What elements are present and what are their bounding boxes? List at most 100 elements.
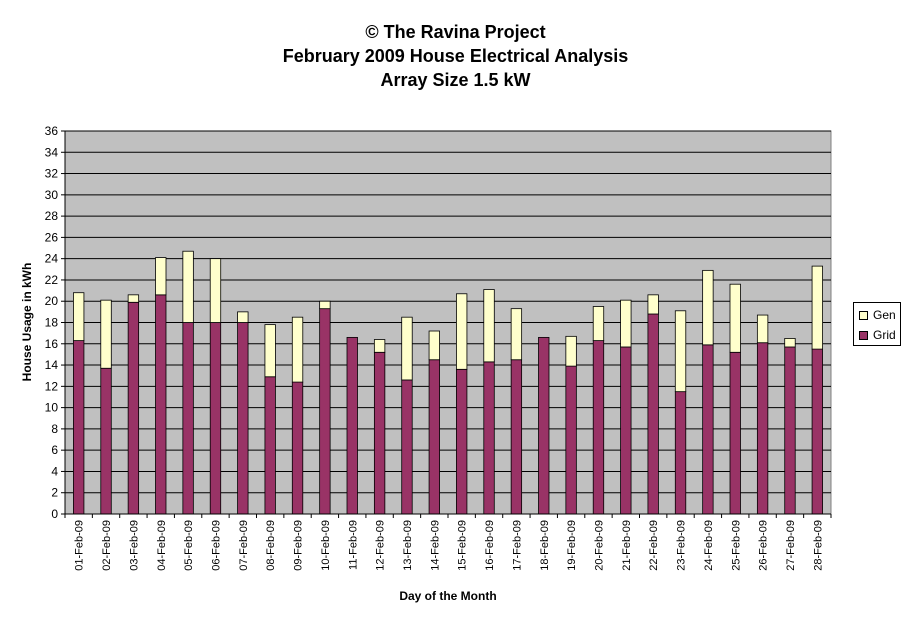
legend-item-gen: Gen bbox=[859, 308, 896, 322]
y-tick-label: 24 bbox=[45, 252, 59, 266]
bar-grid bbox=[401, 379, 413, 515]
x-tick-label: 10-Feb-09 bbox=[320, 520, 332, 571]
x-axis-title: Day of the Month bbox=[399, 589, 496, 603]
x-tick-label: 14-Feb-09 bbox=[429, 520, 441, 571]
x-tick-label: 20-Feb-09 bbox=[593, 520, 605, 571]
x-tick-label: 17-Feb-09 bbox=[511, 520, 523, 571]
x-tick-label: 03-Feb-09 bbox=[128, 520, 140, 571]
y-tick-label: 22 bbox=[45, 273, 59, 287]
bar-gen bbox=[73, 292, 85, 341]
x-tick-label: 02-Feb-09 bbox=[101, 520, 113, 571]
bar-gen bbox=[756, 314, 769, 344]
bar-grid bbox=[264, 376, 276, 515]
bar-gen bbox=[209, 258, 222, 323]
y-tick-label: 28 bbox=[45, 209, 59, 223]
bar-grid bbox=[647, 313, 659, 515]
bar-grid bbox=[100, 367, 112, 515]
x-tick-label: 21-Feb-09 bbox=[621, 520, 633, 571]
bars bbox=[73, 250, 823, 515]
bar-grid bbox=[483, 361, 495, 515]
x-tick-label: 06-Feb-09 bbox=[210, 520, 222, 571]
x-tick-label: 05-Feb-09 bbox=[183, 520, 195, 571]
bar-grid bbox=[510, 359, 523, 515]
bar-gen bbox=[264, 324, 276, 378]
y-tick-label: 18 bbox=[45, 316, 59, 330]
x-tick-label: 08-Feb-09 bbox=[265, 520, 277, 571]
y-tick-label: 16 bbox=[45, 337, 59, 351]
y-tick-label: 12 bbox=[45, 379, 59, 393]
bar-grid bbox=[565, 365, 577, 515]
x-tick-label: 09-Feb-09 bbox=[293, 520, 305, 571]
bar-grid bbox=[729, 351, 741, 515]
x-tick-label: 22-Feb-09 bbox=[648, 520, 660, 571]
bar-gen bbox=[182, 250, 194, 323]
x-tick-label: 04-Feb-09 bbox=[156, 520, 168, 571]
bar-gen bbox=[483, 289, 495, 363]
x-tick-label: 18-Feb-09 bbox=[539, 520, 551, 571]
bar-gen bbox=[510, 308, 523, 361]
legend-label-grid: Grid bbox=[873, 328, 896, 342]
bar-gen bbox=[592, 306, 605, 341]
bar-grid bbox=[756, 342, 769, 515]
bar-grid bbox=[428, 359, 440, 515]
bar-gen bbox=[428, 330, 440, 361]
legend-label-gen: Gen bbox=[873, 308, 896, 322]
x-tick-label: 27-Feb-09 bbox=[785, 520, 797, 571]
bar-gen bbox=[674, 310, 687, 393]
chart-titles: © The Ravina Project February 2009 House… bbox=[0, 20, 911, 92]
bar-grid bbox=[182, 322, 194, 515]
legend: Gen Grid bbox=[853, 302, 901, 346]
x-tick-label: 19-Feb-09 bbox=[566, 520, 578, 571]
bar-grid bbox=[674, 391, 687, 515]
x-tick-label: 25-Feb-09 bbox=[730, 520, 742, 571]
bar-gen bbox=[401, 316, 413, 381]
bar-gen bbox=[127, 294, 140, 303]
bar-gen bbox=[237, 311, 249, 323]
y-tick-label: 26 bbox=[45, 230, 59, 244]
bar-grid bbox=[73, 340, 85, 515]
x-tick-label: 16-Feb-09 bbox=[484, 520, 496, 571]
y-tick-label: 0 bbox=[51, 507, 58, 521]
bar-gen bbox=[565, 335, 577, 367]
y-axis-title: House Usage in kWh bbox=[20, 263, 34, 382]
bar-gen bbox=[647, 294, 659, 315]
bar-gen bbox=[811, 265, 823, 350]
x-tick-label: 12-Feb-09 bbox=[375, 520, 387, 571]
bar-grid bbox=[784, 346, 796, 515]
x-tick-label: 23-Feb-09 bbox=[676, 520, 688, 571]
x-tick-label: 07-Feb-09 bbox=[238, 520, 250, 571]
y-tick-label: 8 bbox=[51, 422, 58, 436]
bar-gen bbox=[100, 299, 112, 369]
bar-gen bbox=[784, 338, 796, 348]
y-tick-label: 36 bbox=[45, 124, 59, 138]
bar-gen bbox=[373, 339, 386, 353]
bar-grid bbox=[291, 381, 304, 515]
bar-gen bbox=[319, 300, 331, 310]
chart-subtitle-2: Array Size 1.5 kW bbox=[380, 70, 531, 90]
x-tick-label: 26-Feb-09 bbox=[758, 520, 770, 571]
bar-grid bbox=[811, 348, 823, 515]
y-tick-label: 30 bbox=[45, 188, 59, 202]
y-tick-label: 2 bbox=[51, 486, 58, 500]
bar-grid bbox=[620, 346, 632, 515]
legend-swatch-gen bbox=[859, 310, 868, 320]
bar-grid bbox=[373, 351, 386, 515]
chart-subtitle-1: February 2009 House Electrical Analysis bbox=[282, 46, 629, 66]
y-tick-label: 34 bbox=[45, 145, 59, 159]
bar-gen bbox=[729, 283, 741, 353]
x-tick-label: 24-Feb-09 bbox=[703, 520, 715, 571]
bar-gen bbox=[456, 293, 468, 370]
bar-gen bbox=[155, 257, 167, 296]
bar-grid bbox=[237, 322, 249, 515]
y-tick-label: 32 bbox=[45, 167, 59, 181]
bar-grid bbox=[538, 336, 550, 515]
bar-grid bbox=[155, 294, 167, 515]
bar-grid bbox=[702, 344, 714, 515]
bar-grid bbox=[346, 336, 358, 515]
x-tick-label: 15-Feb-09 bbox=[457, 520, 469, 571]
legend-item-grid: Grid bbox=[859, 328, 896, 342]
y-tick-label: 4 bbox=[51, 464, 58, 478]
x-tick-label: 13-Feb-09 bbox=[402, 520, 414, 571]
